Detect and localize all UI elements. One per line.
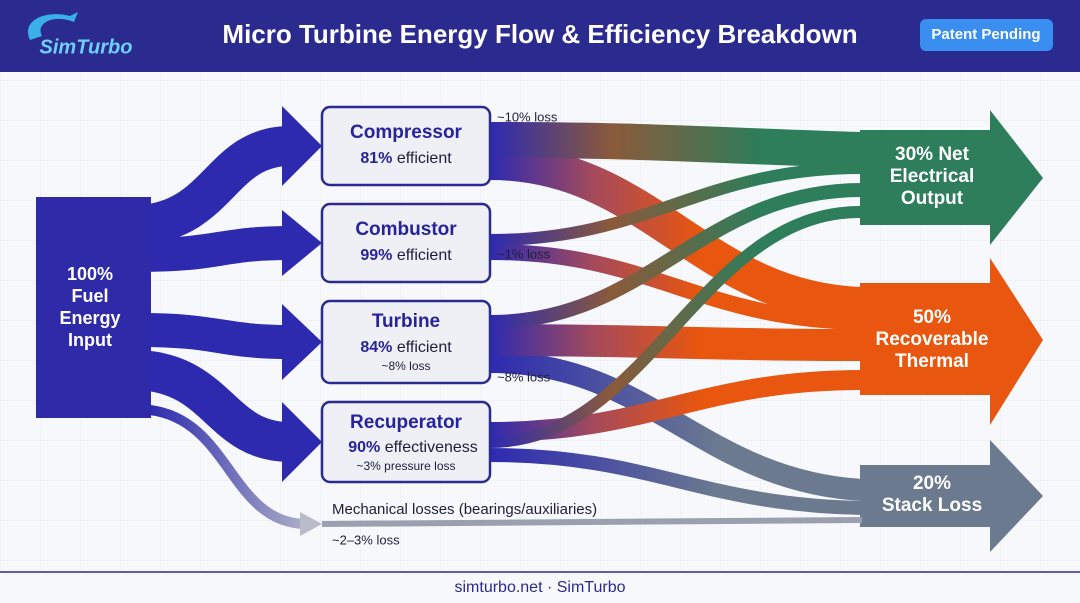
input-flows [137, 106, 322, 536]
header-bar [0, 0, 1080, 72]
node-label: efficient [397, 150, 452, 167]
node-note: ~8% loss [381, 359, 430, 373]
node-name: Recuperator [350, 412, 463, 433]
source-text: Input [68, 330, 112, 350]
node-value: 81% [360, 150, 392, 167]
node: Recuperator 90% effectiveness ~3% pressu… [320, 400, 492, 484]
output-text: 50% [913, 307, 951, 328]
output-text: Recoverable [875, 329, 988, 350]
source-text: Energy [59, 308, 120, 328]
logo-text: SimTurbo [40, 36, 133, 58]
mechanical-label: Mechanical losses (bearings/auxiliaries) [332, 501, 597, 518]
title: Micro Turbine Energy Flow & Efficiency B… [222, 19, 857, 49]
loss-label: ~1% loss [497, 246, 551, 261]
output-arrows [860, 110, 1043, 552]
node-name: Combustor [355, 219, 457, 240]
node-efficiency: 84% efficient [360, 339, 452, 356]
output-text: 30% Net [895, 144, 970, 165]
output-flows [321, 122, 863, 527]
loss-label: ~8% loss [497, 369, 551, 384]
badge-text: Patent Pending [931, 26, 1040, 43]
node-label: efficient [397, 339, 452, 356]
node: Turbine 84% efficient ~8% loss [320, 299, 492, 385]
node-efficiency: 90% effectiveness [348, 439, 478, 456]
node-efficiency: 81% efficient [360, 150, 452, 167]
output-text: Stack Loss [882, 495, 982, 516]
node-label: effectiveness [385, 439, 478, 456]
node: Combustor 99% efficient [320, 202, 492, 284]
logo: SimTurbo [28, 12, 132, 58]
output-text: 20% [913, 473, 951, 494]
source-block [36, 197, 151, 418]
source-text: 100% [67, 264, 113, 284]
node-value: 84% [360, 339, 392, 356]
node-value: 90% [348, 439, 380, 456]
node-value: 99% [360, 247, 392, 264]
output-text: Thermal [895, 351, 969, 372]
node: Compressor 81% efficient [320, 105, 492, 187]
node-name: Turbine [372, 311, 440, 332]
output-text: Electrical [890, 166, 975, 187]
footer: simturbo.net · SimTurbo [454, 579, 625, 596]
node-efficiency: 99% efficient [360, 247, 452, 264]
node-label: efficient [397, 247, 452, 264]
node-note: ~3% pressure loss [356, 459, 455, 473]
output-text: Output [901, 188, 964, 209]
loss-label: ~10% loss [497, 109, 558, 124]
mechanical-loss: ~2–3% loss [332, 532, 400, 547]
node-name: Compressor [350, 122, 463, 143]
badge [920, 19, 1053, 51]
source-text: Fuel [71, 286, 108, 306]
